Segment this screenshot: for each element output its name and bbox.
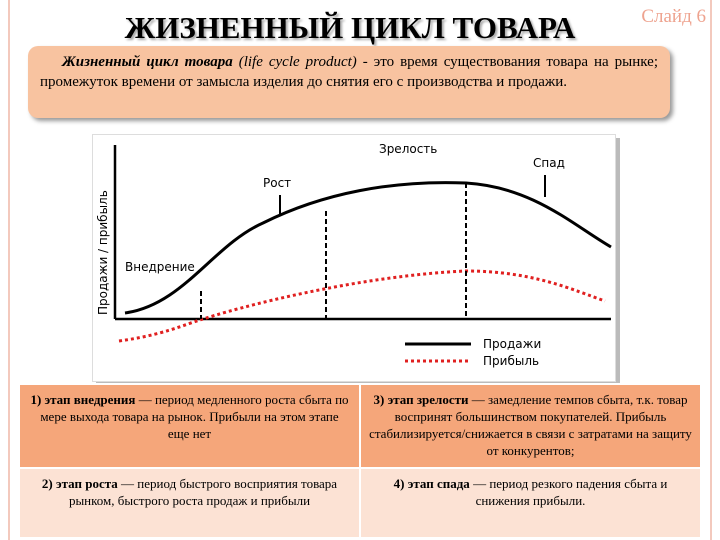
table-cell: 1) этап внедрения — период медленного ро… bbox=[18, 383, 361, 469]
term-en: (life cycle product) bbox=[238, 54, 357, 70]
stage-label: Спад bbox=[533, 156, 565, 170]
cell-term: 1) этап внедрения bbox=[30, 392, 136, 407]
definition-text: - это время существования товара на рынк… bbox=[40, 54, 659, 90]
stage-label: Рост bbox=[263, 176, 291, 190]
frame-line bbox=[710, 0, 712, 540]
cell-text: — период резкого падения сбыта и снижени… bbox=[473, 476, 668, 508]
term: Жизненный цикл товара bbox=[62, 54, 233, 70]
stage-dividers bbox=[200, 183, 467, 319]
cell-term: 2) этап роста bbox=[41, 476, 118, 491]
stage-label: Зрелость bbox=[379, 142, 437, 156]
table-row: 1) этап внедрения — период медленного ро… bbox=[18, 383, 702, 469]
table-cell: 3) этап зрелости — замедление темпов сбы… bbox=[359, 383, 702, 469]
cell-text: — период медленного роста сбыта по мере … bbox=[40, 392, 349, 441]
cell-term: 4) этап спада bbox=[393, 476, 470, 491]
table-cell: 4) этап спада — период резкого падения с… bbox=[359, 467, 702, 539]
legend-label: Продажи bbox=[483, 337, 541, 351]
title: ЖИЗНЕННЫЙ ЦИКЛ ТОВАРА bbox=[124, 10, 576, 45]
stages-table: 1) этап внедрения — период медленного ро… bbox=[18, 383, 702, 539]
legend-label: Прибыль bbox=[483, 354, 539, 368]
profit-curve bbox=[118, 269, 606, 343]
y-axis-label: Продажи / прибыль bbox=[96, 190, 110, 315]
cell-text: — период быстрого восприятия товара рынк… bbox=[68, 476, 338, 508]
table-cell: 2) этап роста — период быстрого восприят… bbox=[18, 467, 361, 539]
cell-text: — замедление темпов сбыта, т.к. товар во… bbox=[369, 392, 692, 458]
slide-number: Слайд 6 bbox=[641, 6, 706, 27]
frame-line bbox=[8, 0, 10, 540]
definition: Жизненный цикл товара (life cycle produc… bbox=[28, 46, 670, 118]
cell-term: 3) этап зрелости bbox=[373, 392, 469, 407]
stage-label: Внедрение bbox=[125, 260, 195, 274]
table-row: 2) этап роста — период быстрого восприят… bbox=[18, 467, 702, 539]
figure: Продажи / прибыль Внедрение Рост Зрелост… bbox=[92, 134, 616, 382]
sales-curve bbox=[124, 181, 612, 315]
